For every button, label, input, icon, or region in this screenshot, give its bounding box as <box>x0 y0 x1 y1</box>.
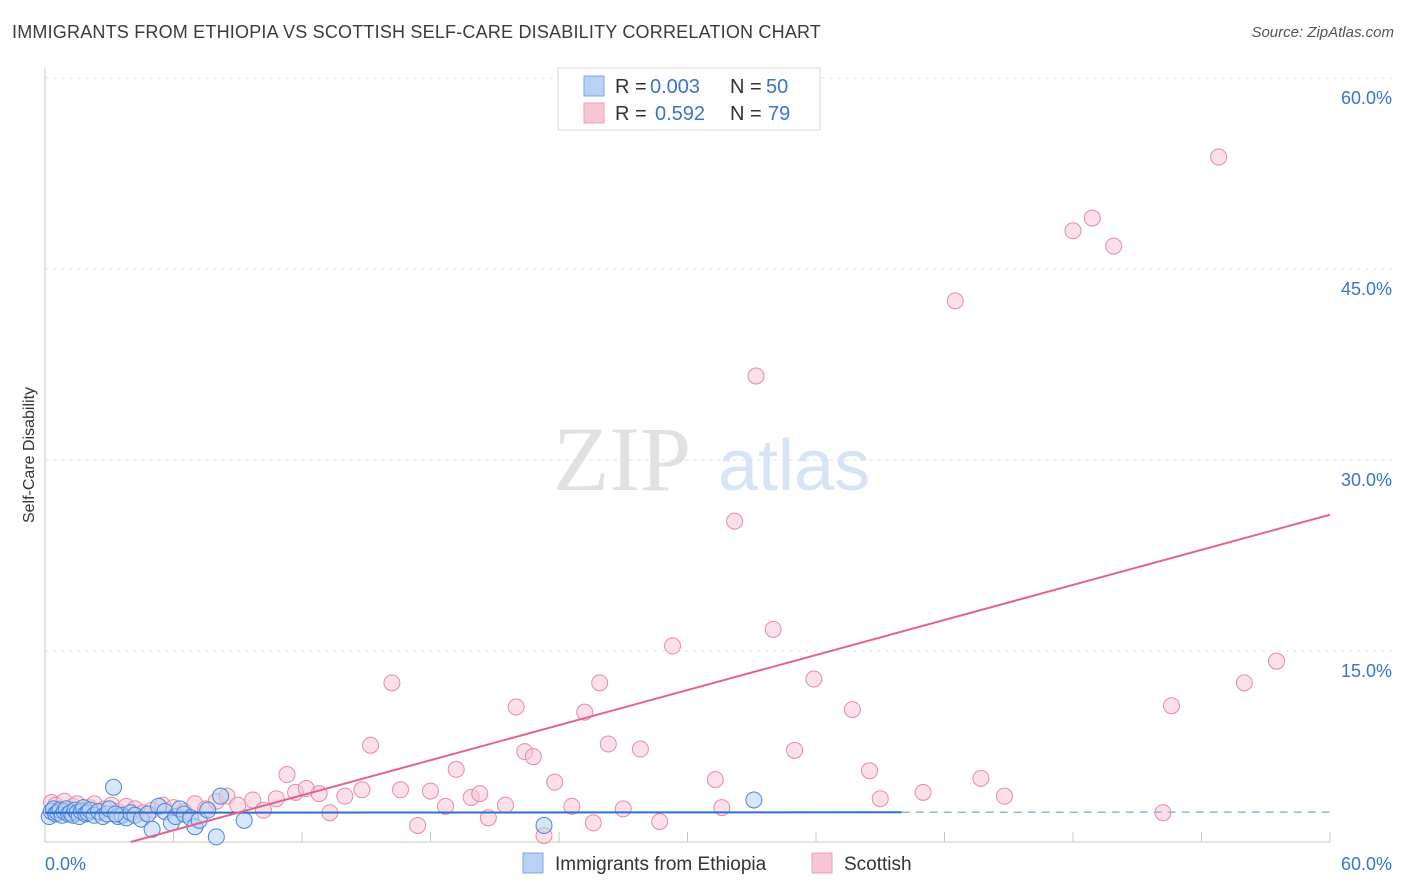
y-tick-label-30: 30.0% <box>1341 470 1392 490</box>
ethiopia-point <box>199 801 217 819</box>
scottish-point <box>726 512 744 530</box>
legend-n-label-ethiopia: N = <box>730 76 762 98</box>
series-legend: Immigrants from Ethiopia Scottish <box>522 852 912 875</box>
y-axis-label: Self-Care Disability <box>21 387 38 523</box>
scottish-point <box>599 735 617 753</box>
bottom-legend-swatch-scottish <box>811 852 833 874</box>
scottish-point <box>383 674 401 692</box>
legend-n-value-scottish: 79 <box>768 103 790 125</box>
scottish-point <box>861 762 879 780</box>
scottish-point <box>336 787 354 805</box>
scottish-point <box>447 760 465 778</box>
ethiopia-point <box>745 791 763 809</box>
watermark-zip: ZIP <box>553 408 691 510</box>
scottish-point <box>479 809 497 827</box>
scottish-point <box>409 816 427 834</box>
ethiopia-point <box>207 828 225 846</box>
scottish-point <box>471 785 489 803</box>
legend-r-value-scottish: 0.592 <box>655 103 705 125</box>
ethiopia-point <box>105 778 123 796</box>
ethiopia-point <box>107 805 125 823</box>
legend-n-value-ethiopia: 50 <box>766 76 788 98</box>
scottish-point <box>496 796 514 814</box>
scottish-point <box>563 797 581 815</box>
scottish-point <box>1064 222 1082 240</box>
scottish-point <box>972 769 990 787</box>
scottish-point <box>1235 674 1253 692</box>
scottish-point <box>651 813 669 831</box>
watermark-atlas: atlas <box>718 426 870 506</box>
scottish-point <box>614 800 632 818</box>
scottish-point <box>631 740 649 758</box>
scottish-point <box>591 674 609 692</box>
x-tick-label-0: 0.0% <box>45 854 86 874</box>
y-tick-label-60: 60.0% <box>1341 88 1392 108</box>
scottish-point <box>664 637 682 655</box>
scottish-point <box>764 620 782 638</box>
ethiopia-point <box>212 787 230 805</box>
y-tick-label-15: 15.0% <box>1341 661 1392 681</box>
bottom-legend-swatch-ethiopia <box>522 852 544 874</box>
y-tick-label-45: 45.0% <box>1341 279 1392 299</box>
legend-r-value-ethiopia: 0.003 <box>650 76 700 98</box>
scottish-point <box>353 781 371 799</box>
trendlines <box>44 513 1331 843</box>
scottish-point <box>546 773 564 791</box>
scottish-point <box>392 781 410 799</box>
chart-source: Source: ZipAtlas.com <box>1251 24 1394 41</box>
scottish-point <box>436 797 454 815</box>
scottish-point <box>946 292 964 310</box>
gridlines <box>45 77 1392 652</box>
scottish-point <box>524 748 542 766</box>
bottom-legend-label-ethiopia: Immigrants from Ethiopia <box>555 854 767 875</box>
scottish-point <box>914 783 932 801</box>
chart-title: IMMIGRANTS FROM ETHIOPIA VS SCOTTISH SEL… <box>12 22 822 42</box>
x-tick-marks <box>44 832 1331 842</box>
ethiopia-point <box>235 811 253 829</box>
scottish-point <box>805 670 823 688</box>
scottish-trendline <box>130 513 1331 843</box>
scottish-point <box>1105 237 1123 255</box>
ethiopia-point <box>535 816 553 834</box>
bottom-legend-label-scottish: Scottish <box>844 854 912 875</box>
scottish-point <box>995 787 1013 805</box>
scottish-point <box>1163 697 1181 715</box>
scottish-point <box>278 766 296 784</box>
scottish-point <box>786 741 804 759</box>
legend-swatch-scottish <box>583 102 605 124</box>
scottish-point <box>422 782 439 800</box>
scottish-point <box>362 736 380 754</box>
scottish-point <box>706 771 724 789</box>
scottish-point <box>1210 148 1228 166</box>
correlation-legend: R = 0.003 N = 50 R = 0.592 N = 79 <box>557 67 821 131</box>
x-tick-label-60: 60.0% <box>1341 854 1392 874</box>
scottish-point <box>843 701 861 719</box>
legend-n-label-scottish: N = <box>730 103 762 125</box>
scottish-point <box>1267 652 1285 670</box>
scottish-point <box>871 790 889 808</box>
scottish-point <box>1083 209 1101 227</box>
scottish-point <box>584 814 602 832</box>
scottish-point <box>507 698 525 716</box>
legend-r-label-scottish: R = <box>615 103 647 125</box>
ethiopia-point <box>143 820 161 838</box>
legend-swatch-ethiopia <box>583 75 605 97</box>
scottish-point <box>747 367 765 385</box>
legend-r-label-ethiopia: R = <box>615 76 647 98</box>
